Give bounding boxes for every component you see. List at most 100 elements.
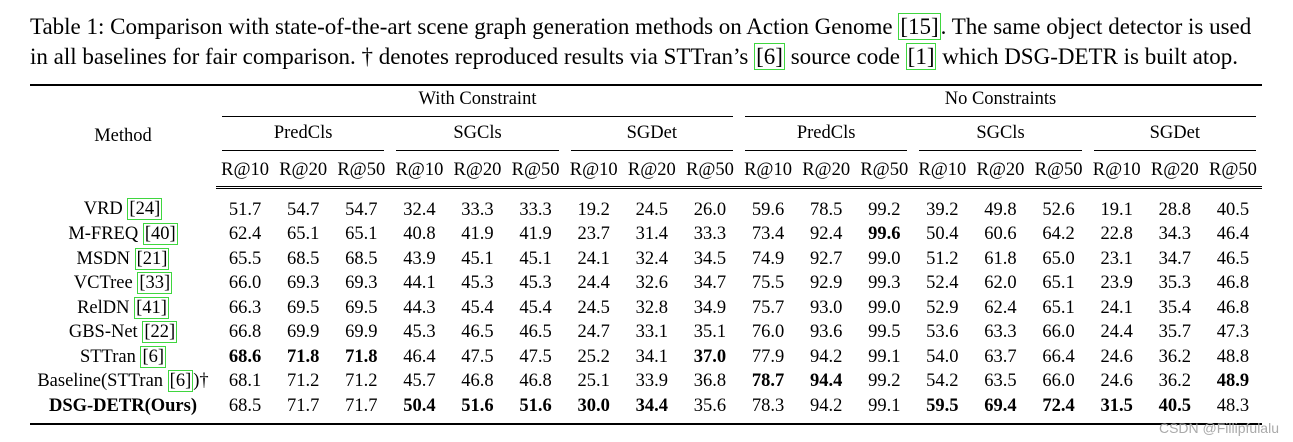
citation: [33] [137, 272, 173, 295]
value-cell: 24.1 [577, 248, 610, 269]
method-cell: STTran [6] [30, 345, 216, 370]
value-cell: 51.6 [519, 395, 552, 416]
value-cell: 19.2 [577, 199, 610, 220]
method-cell: VRD [24] [30, 188, 216, 223]
value-cell: 24.5 [577, 297, 610, 318]
value-cell: 22.8 [1100, 224, 1133, 245]
value-cell: 52.9 [926, 297, 959, 318]
value-cell: 36.8 [693, 371, 727, 392]
value-cell: 62.4 [984, 297, 1017, 318]
group-label: PredCls [222, 123, 385, 151]
value-cell: 63.5 [984, 371, 1017, 392]
group-label: SGDet [570, 123, 733, 151]
method-name: MSDN [76, 248, 135, 269]
method-name: VCTree [73, 273, 138, 294]
method-name: VRD [83, 199, 128, 219]
value-cell: 54.2 [926, 371, 959, 392]
table-row: VCTree [33] 66.0 69.3 69.3 44.1 45.3 45.3 24.4 3… [30, 272, 1262, 297]
value-cell: 34.4 [635, 395, 668, 416]
metric-header: R@20 [448, 154, 507, 189]
method-name: DSG-DETR(Ours) [48, 395, 197, 416]
value-cell: 65.0 [1042, 248, 1075, 269]
value-cell: 60.6 [984, 224, 1017, 245]
method-name: M-FREQ [68, 224, 143, 245]
value-cell: 66.0 [1042, 322, 1075, 343]
value-cell: 69.9 [286, 322, 320, 343]
value-cell: 24.4 [1100, 322, 1133, 343]
caption: Table 1: Comparison with state-of-the-ar… [30, 12, 1280, 72]
value-cell: 99.2 [868, 199, 901, 220]
value-cell: 34.7 [693, 273, 727, 294]
citation: [6] [140, 345, 167, 368]
value-cell: 51.2 [926, 248, 959, 269]
value-cell: 34.1 [635, 346, 668, 367]
value-cell: 46.8 [461, 371, 494, 392]
metric-header: R@20 [797, 154, 856, 189]
value-cell: 71.7 [345, 395, 378, 416]
value-cell: 43.9 [403, 248, 436, 269]
group-header: SGDet [565, 120, 739, 154]
group-header: SGDet [1088, 120, 1262, 154]
metric-header: R@50 [506, 154, 565, 189]
value-cell: 31.4 [635, 224, 668, 245]
results-table: Method With Constraint No Constraints Pred… [30, 84, 1262, 425]
method-cell: RelDN [41] [30, 296, 216, 321]
value-cell: 65.1 [1042, 273, 1075, 294]
value-cell: 33.3 [693, 224, 727, 245]
value-cell: 30.0 [577, 395, 610, 416]
value-cell: 45.7 [403, 371, 436, 392]
value-cell: 68.5 [345, 248, 378, 269]
value-cell: 32.6 [635, 273, 668, 294]
value-cell: 71.2 [286, 371, 320, 392]
value-cell: 73.4 [751, 224, 785, 245]
metric-header: R@10 [1087, 154, 1146, 189]
table-row: VRD [24] 51.7 54.7 54.7 32.4 33.3 33.3 19.2 24.5… [30, 188, 1262, 223]
method-cell: Baseline(STTran [6])† [30, 370, 216, 395]
citation: [21] [134, 247, 170, 270]
metric-header: R@50 [855, 154, 914, 189]
header-row: Method With Constraint No Constraints [30, 85, 1262, 146]
metric-header: R@20 [1145, 154, 1204, 189]
value-cell: 24.7 [577, 322, 610, 343]
value-cell: 24.5 [635, 199, 668, 220]
value-cell: 46.5 [461, 322, 494, 343]
value-cell: 45.3 [461, 273, 494, 294]
value-cell: 92.7 [809, 248, 843, 269]
value-cell: 99.0 [868, 297, 901, 318]
value-cell: 40.8 [403, 224, 436, 245]
value-cell: 94.2 [809, 395, 843, 416]
header-row: PredCls SGCls SGDet PredCls SGCls SGDet [30, 120, 1262, 154]
value-cell: 94.2 [809, 346, 843, 367]
metric-header: R@10 [564, 154, 623, 189]
value-cell: 52.4 [926, 273, 959, 294]
value-cell: 72.4 [1042, 395, 1075, 416]
citation: [15] [898, 13, 941, 40]
value-cell: 69.3 [345, 273, 378, 294]
metric-header: R@20 [622, 154, 681, 189]
value-cell: 47.5 [461, 346, 494, 367]
value-cell: 64.2 [1042, 224, 1075, 245]
citation: [1] [905, 43, 937, 70]
value-cell: 33.1 [635, 322, 668, 343]
value-cell: 50.4 [926, 224, 959, 245]
value-cell: 54.7 [345, 199, 378, 220]
citation: [24] [127, 198, 163, 220]
value-cell: 59.6 [751, 199, 785, 220]
value-cell: 33.9 [635, 371, 668, 392]
value-cell: 71.8 [345, 346, 378, 367]
value-cell: 69.4 [984, 395, 1017, 416]
value-cell: 62.4 [228, 224, 262, 245]
value-cell: 46.5 [519, 322, 552, 343]
table-row: GBS-Net [22] 66.8 69.9 69.9 45.3 46.5 46.5 24.7… [30, 321, 1262, 346]
value-cell: 66.4 [1042, 346, 1075, 367]
method-name: )† [193, 371, 209, 392]
value-cell: 24.6 [1100, 346, 1133, 367]
value-cell: 45.1 [461, 248, 494, 269]
value-cell: 99.1 [868, 346, 901, 367]
value-cell: 99.0 [868, 248, 901, 269]
value-cell: 26.0 [693, 199, 727, 220]
value-cell: 46.8 [1216, 273, 1250, 294]
value-cell: 34.9 [693, 297, 727, 318]
value-cell: 51.6 [461, 395, 494, 416]
value-cell: 36.2 [1158, 346, 1191, 367]
